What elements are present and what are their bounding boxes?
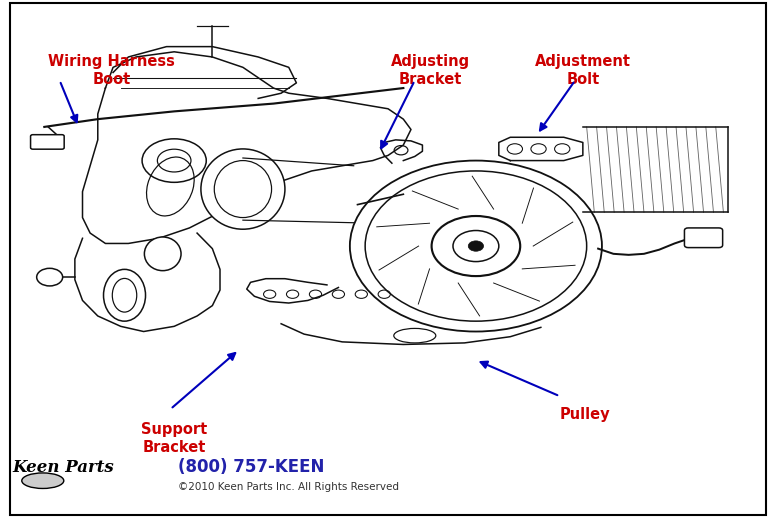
Circle shape	[432, 216, 521, 276]
Text: Adjusting
Bracket: Adjusting Bracket	[390, 54, 470, 87]
Circle shape	[37, 268, 62, 286]
Circle shape	[468, 241, 484, 251]
Text: Adjustment
Bolt: Adjustment Bolt	[535, 54, 631, 87]
Text: Support
Bracket: Support Bracket	[141, 422, 207, 455]
Ellipse shape	[22, 473, 64, 488]
Text: Pulley: Pulley	[560, 407, 611, 422]
Ellipse shape	[145, 237, 181, 271]
FancyBboxPatch shape	[685, 228, 722, 248]
Text: Wiring Harness
Boot: Wiring Harness Boot	[49, 54, 175, 87]
FancyBboxPatch shape	[31, 135, 64, 149]
Circle shape	[350, 161, 602, 332]
Circle shape	[142, 139, 206, 182]
Text: ©2010 Keen Parts Inc. All Rights Reserved: ©2010 Keen Parts Inc. All Rights Reserve…	[178, 482, 399, 492]
Text: (800) 757-KEEN: (800) 757-KEEN	[178, 458, 324, 476]
Text: Keen Parts: Keen Parts	[12, 459, 114, 476]
Ellipse shape	[201, 149, 285, 229]
Ellipse shape	[103, 269, 146, 321]
